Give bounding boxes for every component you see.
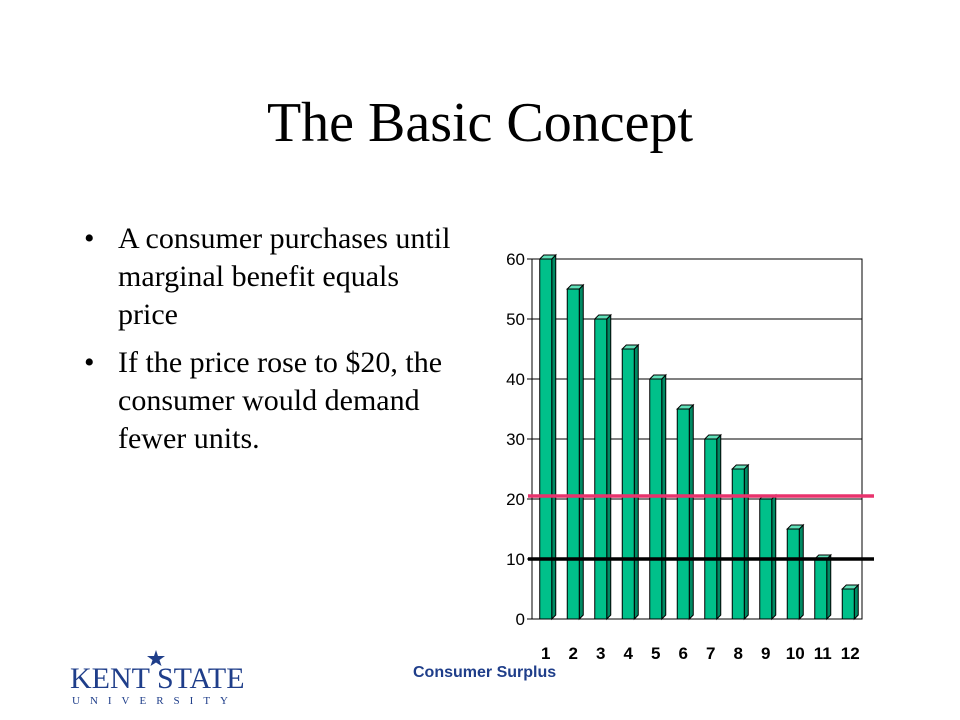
bar-side — [633, 343, 639, 621]
bar-side — [716, 433, 722, 621]
bar — [594, 318, 608, 620]
kent-state-logo: KENT STATE UNIVERSITY — [70, 648, 245, 710]
bar — [841, 588, 855, 620]
bar — [704, 438, 718, 620]
x-tick-label: 2 — [569, 644, 578, 663]
x-tick-label: 3 — [596, 644, 605, 663]
x-tick-label: 12 — [841, 644, 860, 663]
bullet-item: • If the price rose to $20, the consumer… — [84, 344, 464, 458]
x-tick-label: 6 — [679, 644, 688, 663]
bar-side — [771, 493, 777, 621]
logo-star-icon — [147, 650, 165, 666]
bar-side — [688, 403, 694, 621]
x-tick-label: 4 — [624, 644, 634, 663]
x-tick-label: 10 — [786, 644, 805, 663]
x-tick-label: 11 — [814, 644, 832, 663]
y-tick-label: 10 — [506, 550, 525, 569]
bar — [621, 348, 635, 620]
x-tick-label: 5 — [651, 644, 660, 663]
bar — [786, 528, 800, 620]
bullet-marker: • — [84, 346, 95, 379]
logo-sub-text: UNIVERSITY — [72, 695, 238, 707]
bar-side — [826, 553, 832, 621]
y-tick-label: 30 — [506, 430, 525, 449]
bar-side — [798, 523, 804, 621]
bar-side — [853, 583, 859, 621]
y-tick-label: 20 — [506, 490, 525, 509]
footer-label: Consumer Surplus — [413, 664, 557, 681]
bar-side — [743, 463, 749, 621]
bar — [539, 258, 553, 620]
x-tick-label: 8 — [734, 644, 743, 663]
slide-title: The Basic Concept — [266, 92, 694, 154]
logo-main-text: KENT STATE — [70, 662, 245, 695]
bar — [731, 468, 745, 620]
y-tick-label: 0 — [516, 610, 525, 629]
bar-side — [606, 313, 612, 621]
bar — [814, 558, 828, 620]
bullet-text: If the price rose to $20, the consumer w… — [118, 346, 443, 455]
bullet-item: • A consumer purchases until marginal be… — [84, 220, 464, 334]
y-tick-label: 40 — [506, 370, 525, 389]
y-tick-label: 50 — [506, 310, 525, 329]
x-tick-label: 1 — [541, 644, 550, 663]
bullet-list: • A consumer purchases until marginal be… — [84, 220, 464, 468]
x-tick-label: 7 — [706, 644, 715, 663]
bar — [676, 408, 690, 620]
bullet-marker: • — [84, 222, 95, 255]
x-tick-label: 9 — [761, 644, 770, 663]
bar-side — [551, 253, 557, 621]
bar — [566, 288, 580, 620]
bullet-text: A consumer purchases until marginal bene… — [118, 222, 451, 331]
y-tick-label: 60 — [506, 250, 525, 269]
bar — [649, 378, 663, 620]
bar-side — [578, 283, 584, 621]
